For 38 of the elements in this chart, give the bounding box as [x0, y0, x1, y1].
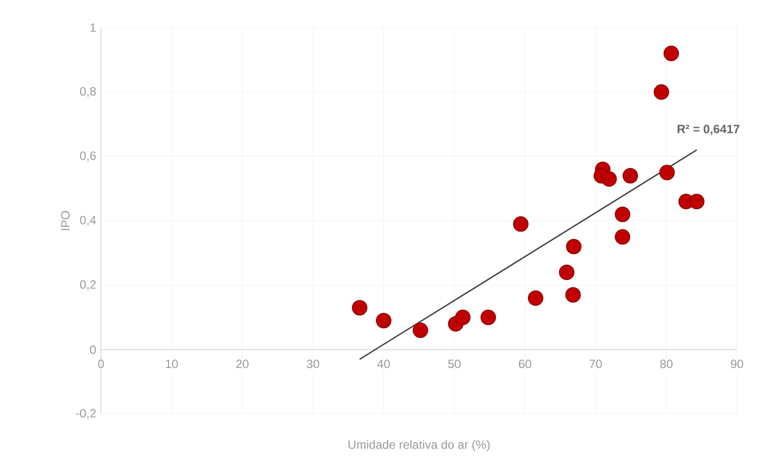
- x-tick-label: 60: [518, 360, 532, 368]
- point: [565, 287, 581, 303]
- point: [622, 168, 638, 184]
- y-axis-title: IPO: [61, 211, 70, 230]
- point: [566, 238, 582, 254]
- point: [480, 310, 496, 326]
- point: [688, 194, 704, 210]
- point: [412, 322, 428, 338]
- x-tick-label: 0: [98, 360, 104, 368]
- point: [528, 290, 544, 306]
- point: [654, 84, 670, 100]
- y-tick-label: 0,4: [80, 216, 96, 226]
- x-axis-title: Umidade relativa do ar (%): [348, 440, 490, 452]
- y-tick-label: 1: [90, 24, 96, 32]
- annotation: R² = 0,6417: [678, 124, 740, 135]
- y-tick-label: -0,2: [76, 409, 96, 419]
- y-tick-label: 0: [90, 345, 96, 354]
- point: [614, 229, 630, 245]
- x-tick-label: 90: [730, 360, 744, 368]
- x-tick-label: 80: [660, 360, 673, 368]
- point: [455, 310, 471, 326]
- x-tick-label: 10: [166, 360, 178, 368]
- point: [614, 206, 630, 222]
- x-tick-label: 30: [306, 360, 320, 368]
- point: [664, 46, 680, 62]
- y-tick-label: 0,6: [80, 151, 96, 162]
- x-tick-label: 50: [448, 360, 461, 368]
- y-tick-label: 0,8: [80, 87, 96, 97]
- point: [558, 264, 574, 280]
- point: [659, 164, 675, 180]
- point: [376, 312, 392, 328]
- point: [601, 171, 617, 187]
- x-tick-label: 40: [377, 360, 390, 368]
- x-tick-label: 70: [590, 360, 602, 368]
- x-tick-label: 20: [236, 360, 249, 368]
- point: [513, 216, 528, 232]
- y-tick-label: 0,2: [80, 280, 96, 290]
- point: [352, 300, 368, 316]
